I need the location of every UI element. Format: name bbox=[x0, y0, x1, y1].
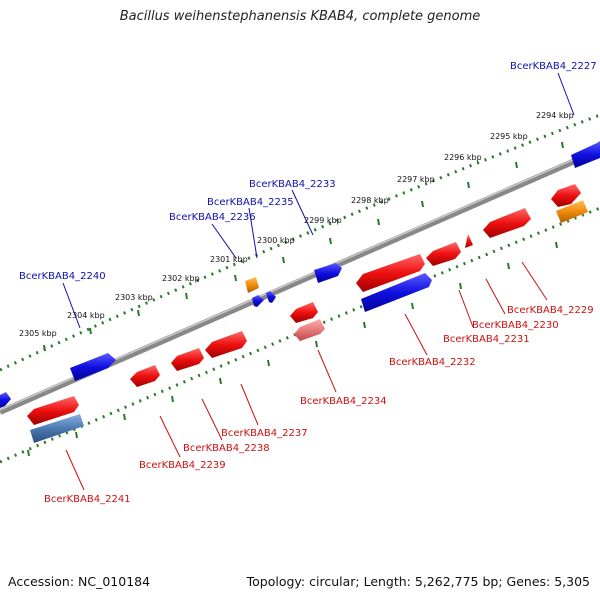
gene-2235[interactable] bbox=[266, 291, 276, 303]
forward-leader-lines bbox=[62, 72, 575, 329]
rna-gene[interactable] bbox=[245, 277, 259, 293]
gene-label[interactable]: BcerKBAB4_2232 bbox=[389, 357, 476, 368]
gene-2230[interactable] bbox=[483, 208, 531, 238]
outer-scale-arc bbox=[0, 113, 600, 372]
kbp-label: 2300 kbp bbox=[257, 236, 295, 245]
gene-label[interactable]: BcerKBAB4_2231 bbox=[443, 334, 530, 345]
gene-2237[interactable] bbox=[205, 331, 247, 358]
accession-text: Accession: NC_010184 bbox=[8, 574, 151, 589]
kbp-label: 2303 kbp bbox=[115, 293, 153, 302]
gene-label[interactable]: BcerKBAB4_2238 bbox=[183, 443, 270, 454]
gene-2234-pseudo[interactable] bbox=[294, 319, 325, 341]
reverse-strand-genes bbox=[27, 184, 581, 443]
gene-label[interactable]: BcerKBAB4_2230 bbox=[472, 320, 559, 331]
gene-left-edge[interactable] bbox=[0, 392, 11, 408]
gene-2232[interactable] bbox=[356, 254, 425, 292]
gene-2232b[interactable] bbox=[426, 242, 461, 266]
forward-gene-labels: BcerKBAB4_2227 BcerKBAB4_2233 BcerKBAB4_… bbox=[19, 61, 597, 282]
gene-2233[interactable] bbox=[314, 263, 342, 283]
gene-2241-pseudo[interactable] bbox=[30, 414, 84, 443]
reverse-leader-lines bbox=[65, 261, 548, 491]
kbp-labels: 2294 kbp 2295 kbp 2296 kbp 2297 kbp 2298… bbox=[19, 111, 574, 338]
kbp-label: 2295 kbp bbox=[490, 132, 528, 141]
kbp-label: 2304 kbp bbox=[67, 311, 105, 320]
inner-major-ticks bbox=[27, 241, 558, 457]
kbp-label: 2297 kbp bbox=[397, 175, 435, 184]
kbp-label: 2302 kbp bbox=[162, 274, 200, 283]
genome-summary-text: Topology: circular; Length: 5,262,775 bp… bbox=[246, 574, 590, 589]
gene-label[interactable]: BcerKBAB4_2235 bbox=[207, 197, 294, 208]
gene-2232-forward[interactable] bbox=[361, 273, 432, 312]
gene-2238[interactable] bbox=[171, 348, 204, 371]
rna-genes bbox=[245, 200, 588, 293]
gene-label[interactable]: BcerKBAB4_2237 bbox=[221, 428, 308, 439]
gene-2241[interactable] bbox=[27, 396, 79, 425]
gene-label[interactable]: BcerKBAB4_2229 bbox=[507, 305, 594, 316]
gene-label[interactable]: BcerKBAB4_2233 bbox=[249, 179, 336, 190]
kbp-label: 2299 kbp bbox=[304, 216, 342, 225]
gene-2229[interactable] bbox=[551, 184, 581, 207]
gene-2236[interactable] bbox=[252, 295, 264, 307]
gene-label[interactable]: BcerKBAB4_2239 bbox=[139, 460, 226, 471]
kbp-label: 2298 kbp bbox=[351, 196, 389, 205]
rna-gene[interactable] bbox=[556, 200, 588, 223]
kbp-label: 2305 kbp bbox=[19, 329, 57, 338]
kbp-label: 2296 kbp bbox=[444, 153, 482, 162]
kbp-label: 2294 kbp bbox=[536, 111, 574, 120]
gene-2239[interactable] bbox=[130, 365, 160, 387]
gene-2240[interactable] bbox=[70, 353, 116, 381]
gene-label[interactable]: BcerKBAB4_2236 bbox=[169, 212, 256, 223]
forward-strand-genes bbox=[0, 141, 600, 408]
gene-label[interactable]: BcerKBAB4_2241 bbox=[44, 494, 131, 505]
inner-scale-arc bbox=[0, 206, 600, 464]
gene-2231[interactable] bbox=[465, 234, 473, 248]
gene-label[interactable]: BcerKBAB4_2227 bbox=[510, 61, 597, 72]
reverse-gene-labels: BcerKBAB4_2229 BcerKBAB4_2230 BcerKBAB4_… bbox=[44, 305, 594, 505]
gene-2234[interactable] bbox=[290, 302, 318, 323]
gene-label[interactable]: BcerKBAB4_2234 bbox=[300, 396, 387, 407]
map-title: Bacillus weihenstephanensis KBAB4, compl… bbox=[119, 9, 481, 24]
kbp-label: 2301 kbp bbox=[210, 255, 248, 264]
gene-2227[interactable] bbox=[571, 141, 600, 168]
outer-major-ticks bbox=[43, 141, 564, 352]
gene-label[interactable]: BcerKBAB4_2240 bbox=[19, 271, 106, 282]
